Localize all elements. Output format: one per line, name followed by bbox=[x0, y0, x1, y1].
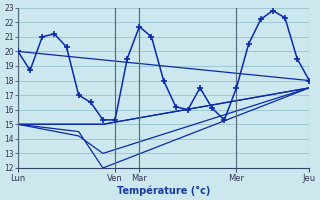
X-axis label: Température (°c): Température (°c) bbox=[117, 185, 210, 196]
